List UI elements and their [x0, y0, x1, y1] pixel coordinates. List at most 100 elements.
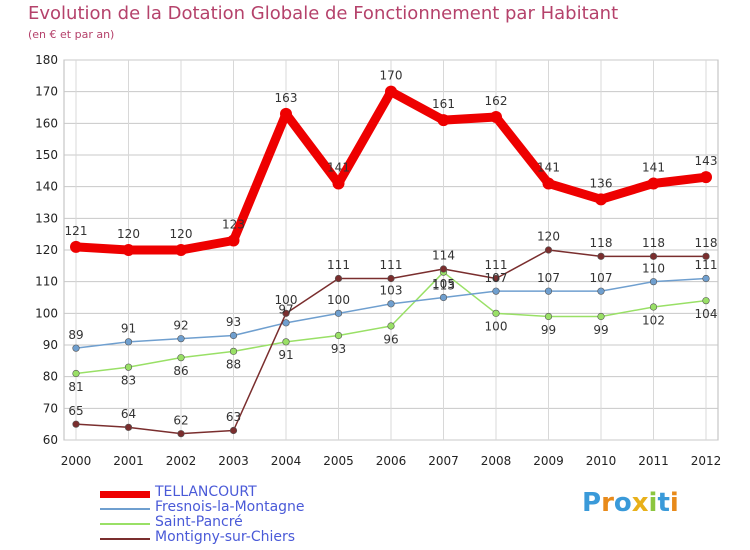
- data-point: [649, 278, 658, 286]
- data-label: 111: [485, 258, 508, 272]
- data-label: 92: [173, 318, 188, 332]
- x-tick-label: 2004: [271, 454, 302, 468]
- x-tick-label: 2000: [61, 454, 92, 468]
- data-label: 81: [68, 380, 83, 394]
- legend-label: TELLANCOURT: [155, 484, 257, 500]
- data-point: [385, 85, 397, 98]
- data-point: [544, 287, 553, 295]
- data-label: 97: [278, 303, 293, 317]
- data-point: [544, 312, 553, 321]
- legend-label: Fresnois-la-Montagne: [155, 499, 305, 515]
- proxiti-logo: Proxiti: [582, 488, 679, 518]
- data-point: [544, 246, 553, 254]
- legend-swatch-montigny: [100, 538, 150, 540]
- legend-swatch-tellancourt: [100, 490, 150, 498]
- data-label: 93: [331, 342, 346, 356]
- x-tick-label: 2009: [533, 454, 564, 468]
- data-point: [72, 369, 80, 378]
- data-point: [229, 347, 238, 355]
- data-point: [280, 107, 292, 120]
- data-label: 89: [68, 328, 83, 342]
- legend-label: Montigny-sur-Chiers: [155, 529, 296, 545]
- y-tick-label: 130: [35, 211, 58, 225]
- y-tick-label: 80: [43, 370, 58, 384]
- x-tick-label: 2008: [481, 454, 512, 468]
- y-tick-label: 70: [43, 401, 58, 415]
- x-tick-label: 2001: [113, 454, 144, 468]
- data-label: 63: [226, 410, 241, 424]
- y-tick-label: 100: [35, 306, 58, 320]
- data-label: 100: [327, 293, 350, 307]
- data-label: 123: [222, 218, 245, 232]
- data-label: 93: [226, 315, 241, 329]
- data-label: 107: [485, 271, 508, 285]
- data-label: 107: [590, 271, 613, 285]
- data-point: [490, 111, 502, 123]
- data-label: 143: [695, 154, 718, 168]
- data-label: 99: [593, 323, 608, 337]
- chart-subtitle: (en € et par an): [28, 28, 115, 41]
- data-label: 104: [695, 307, 718, 321]
- data-point: [439, 265, 448, 273]
- data-point: [177, 354, 185, 362]
- logo-letter: t: [657, 488, 670, 518]
- data-label: 114: [432, 249, 455, 263]
- x-tick-label: 2006: [376, 454, 407, 468]
- data-point: [702, 297, 710, 305]
- data-point: [649, 252, 658, 260]
- data-label: 118: [590, 236, 613, 250]
- data-point: [177, 430, 185, 438]
- data-point: [177, 335, 185, 343]
- x-tick-label: 2012: [691, 454, 722, 468]
- data-point: [175, 244, 187, 256]
- data-point: [700, 171, 712, 184]
- data-point: [597, 312, 605, 321]
- data-point: [282, 338, 290, 346]
- chart-title: Evolution de la Dotation Globale de Fonc…: [28, 3, 619, 24]
- data-label: 113: [432, 278, 455, 292]
- data-point: [122, 244, 135, 256]
- x-tick-label: 2010: [586, 454, 617, 468]
- data-label: 120: [117, 227, 140, 241]
- data-point: [334, 331, 343, 340]
- data-label: 100: [485, 320, 508, 334]
- data-label: 91: [278, 348, 293, 362]
- data-label: 111: [327, 258, 350, 272]
- data-point: [72, 420, 80, 428]
- logo-letter: P: [582, 488, 602, 518]
- data-point: [647, 177, 660, 190]
- data-point: [492, 274, 500, 283]
- data-label: 88: [226, 358, 241, 372]
- data-label: 86: [173, 364, 188, 378]
- data-label: 96: [383, 332, 398, 346]
- data-label: 102: [642, 313, 665, 327]
- data-point: [597, 287, 605, 295]
- data-label: 91: [121, 322, 136, 336]
- data-label: 162: [485, 94, 508, 108]
- data-point: [229, 426, 238, 435]
- data-label: 141: [642, 161, 665, 175]
- data-point: [387, 274, 395, 283]
- data-point: [124, 423, 133, 431]
- data-point: [649, 303, 658, 311]
- y-tick-label: 60: [43, 433, 58, 447]
- data-point: [702, 274, 710, 283]
- data-point: [332, 177, 345, 190]
- data-label: 141: [327, 161, 350, 175]
- logo-letter: x: [631, 488, 649, 518]
- data-label: 141: [537, 161, 560, 175]
- legend-label: Saint-Pancré: [155, 514, 243, 530]
- data-label: 118: [642, 236, 665, 250]
- logo-letter: o: [613, 488, 632, 518]
- legend-swatch-saint-pancre: [100, 523, 150, 525]
- x-tick-label: 2003: [218, 454, 249, 468]
- data-label: 118: [695, 236, 718, 250]
- data-label: 136: [590, 176, 613, 190]
- data-label: 103: [380, 284, 403, 298]
- y-tick-label: 120: [35, 243, 58, 257]
- data-point: [229, 331, 238, 340]
- data-label: 111: [380, 258, 403, 272]
- data-label: 120: [170, 227, 193, 241]
- data-label: 65: [68, 404, 83, 418]
- data-point: [72, 344, 80, 352]
